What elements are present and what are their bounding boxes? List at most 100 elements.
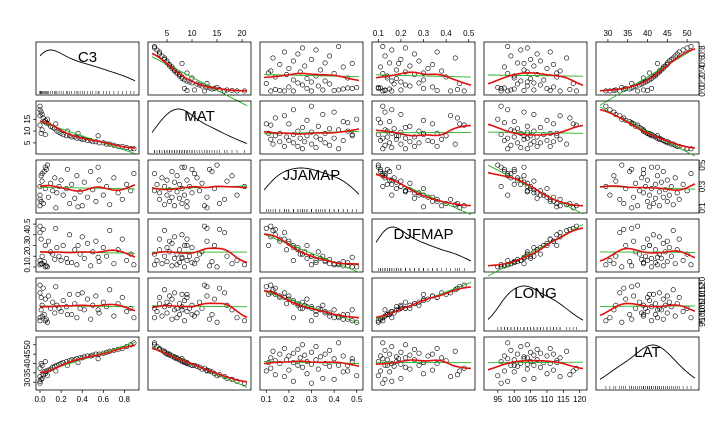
data-point xyxy=(495,116,501,122)
data-point xyxy=(53,284,59,290)
data-point xyxy=(67,232,73,238)
smoother-curve xyxy=(151,247,248,264)
data-point xyxy=(95,307,101,313)
panel-border-djfmap-mat xyxy=(147,218,252,273)
data-point xyxy=(45,238,51,244)
data-point xyxy=(393,67,399,73)
data-point xyxy=(617,230,623,236)
data-point xyxy=(387,60,393,66)
data-point xyxy=(420,291,426,297)
data-point xyxy=(511,362,517,368)
data-point xyxy=(45,194,51,200)
data-point xyxy=(380,43,386,49)
data-point xyxy=(349,356,355,362)
data-point xyxy=(340,64,346,70)
right-tick-label: 0.2 xyxy=(698,75,707,87)
data-point xyxy=(268,136,274,142)
data-point xyxy=(44,162,50,168)
data-point xyxy=(639,256,645,262)
data-point xyxy=(234,378,240,384)
data-point xyxy=(508,87,514,93)
data-point xyxy=(199,305,205,311)
data-point xyxy=(570,121,576,127)
data-point xyxy=(202,282,208,288)
data-point xyxy=(637,188,643,194)
data-point xyxy=(627,312,633,318)
data-point xyxy=(501,64,507,70)
data-point xyxy=(77,305,83,311)
data-point xyxy=(631,238,637,244)
data-point xyxy=(119,294,125,300)
data-point xyxy=(382,87,388,93)
data-point xyxy=(389,344,395,350)
data-point xyxy=(550,84,556,90)
data-point xyxy=(389,78,395,84)
bottom-tick-label: 95 xyxy=(493,395,502,404)
data-point xyxy=(521,376,527,382)
data-point xyxy=(416,350,422,356)
data-point xyxy=(407,352,413,358)
data-point xyxy=(56,253,62,259)
data-point xyxy=(635,223,641,229)
data-point xyxy=(81,179,87,185)
data-point xyxy=(286,238,292,244)
top-tick-label: 0.5 xyxy=(463,29,475,38)
data-point xyxy=(611,261,617,267)
data-point xyxy=(286,353,292,359)
data-point xyxy=(398,349,404,355)
data-point xyxy=(411,346,417,352)
data-point xyxy=(340,316,346,322)
data-point xyxy=(547,345,553,351)
data-point xyxy=(411,195,417,201)
data-point xyxy=(550,139,556,145)
panel-border-lat-long xyxy=(483,336,588,391)
data-point xyxy=(680,47,686,53)
data-point xyxy=(270,141,276,147)
bottom-tick-label: 0.6 xyxy=(98,395,110,404)
data-point xyxy=(557,68,563,74)
data-point xyxy=(60,298,66,304)
data-point xyxy=(152,45,158,51)
data-point xyxy=(270,348,276,354)
data-point xyxy=(88,169,94,175)
panel-border-c3-c3 xyxy=(35,41,140,96)
data-point xyxy=(531,80,537,86)
data-point xyxy=(623,296,629,302)
data-point xyxy=(354,319,360,325)
data-point xyxy=(322,78,328,84)
data-point xyxy=(531,63,537,69)
data-point xyxy=(174,315,180,321)
data-point xyxy=(354,373,360,379)
data-point xyxy=(524,123,530,129)
panel-border-djfmap-long xyxy=(483,218,588,273)
data-point xyxy=(640,260,646,266)
data-point xyxy=(389,47,395,53)
data-point xyxy=(38,376,44,382)
panel-border-jjamap-mat xyxy=(147,159,252,214)
data-point xyxy=(322,351,328,357)
data-point xyxy=(313,47,319,53)
data-point xyxy=(192,313,198,319)
data-point xyxy=(524,189,530,195)
data-point xyxy=(416,140,422,146)
data-point xyxy=(629,263,635,269)
data-point xyxy=(322,60,328,66)
data-point xyxy=(270,228,276,234)
data-point xyxy=(434,360,440,366)
data-point xyxy=(349,307,355,313)
data-point xyxy=(402,82,408,88)
data-point xyxy=(511,75,517,81)
data-point xyxy=(85,240,91,246)
data-point xyxy=(439,203,445,209)
data-point xyxy=(313,145,319,151)
data-point xyxy=(345,260,351,266)
top-tick-label: 5 xyxy=(165,29,170,38)
data-point xyxy=(429,351,435,357)
data-point xyxy=(429,367,435,373)
data-point xyxy=(313,344,319,350)
data-point xyxy=(44,319,50,325)
panel-border-jjamap-c3 xyxy=(35,159,140,214)
smoother-curve xyxy=(599,247,696,262)
data-point xyxy=(95,133,101,139)
data-point xyxy=(214,319,220,325)
